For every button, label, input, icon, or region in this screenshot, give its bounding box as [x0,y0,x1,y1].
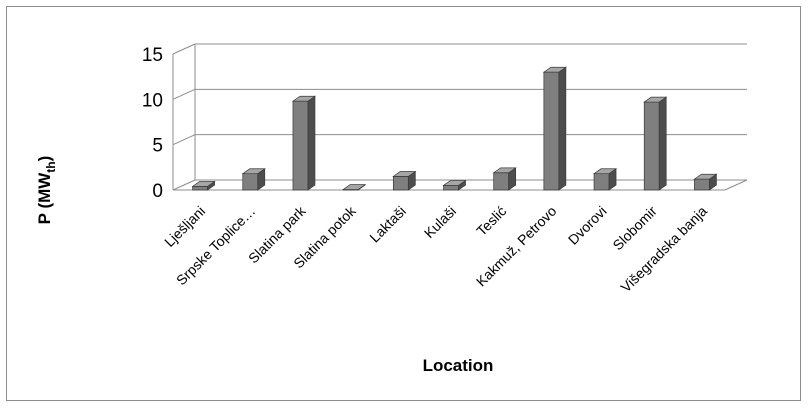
bar-front [392,176,409,191]
x-category-label: Teslić [473,203,509,239]
x-category-label: Slobomir [609,203,660,254]
bar-side [307,95,316,191]
x-category-label: Višegradska banja [617,203,710,296]
y-tick-label: 15 [142,45,163,66]
bar-front [192,186,208,191]
bars [191,66,718,191]
bar-front [543,71,560,191]
bar [342,183,367,191]
gridline-side [172,179,196,191]
gridline-side [172,134,196,146]
bar [643,96,668,191]
y-tick-labels: 0 5 10 15 [142,45,163,202]
bar-front [593,173,610,191]
bar-front [493,172,510,191]
x-category-label: Laktaši [366,203,409,246]
bar-side [558,66,567,191]
bar [693,173,718,191]
bar [592,168,618,191]
bar-top [643,96,668,103]
bar [291,95,317,191]
bar-front [242,173,259,191]
bar-top [592,168,618,175]
x-category-label: Kulaši [421,203,459,241]
bar-top [241,168,266,175]
x-axis-title: Location [423,356,494,375]
x-category-label: Lješljani [161,203,208,250]
bar-top [542,66,567,73]
bar [442,179,467,191]
gridline-side [172,43,196,55]
bar-side [658,96,667,191]
y-axis-title: P (MWth) [35,156,58,225]
bar [191,180,216,191]
bar-front [694,178,710,191]
bar-top [342,184,367,190]
bar [392,170,417,191]
bar-top [291,95,317,102]
bar-top [492,167,517,174]
y-axis-title-subscript: th [44,161,58,172]
chart-area [6,6,801,401]
bar-top [693,173,718,180]
y-tick-label: 0 [152,181,163,202]
bar-front [292,100,309,191]
gridline-side [172,88,196,100]
y-axis-title-close: ) [35,156,54,162]
bar-top [442,180,467,186]
bar-front [443,185,459,191]
floor-side-edge [724,179,748,191]
y-tick-label: 10 [142,90,163,111]
y-axis-title-main: P (MW [35,172,54,225]
bar-top [392,171,417,177]
bar [492,167,517,191]
x-category-labels: Lješljani Srpske Toplice… Slatina park S… [161,202,710,295]
bar [542,66,567,191]
bar [241,168,266,191]
bar-top [191,181,216,187]
y-tick-label: 5 [152,136,163,157]
x-category-label: Dvorovi [565,203,610,248]
bar-front [643,101,660,191]
